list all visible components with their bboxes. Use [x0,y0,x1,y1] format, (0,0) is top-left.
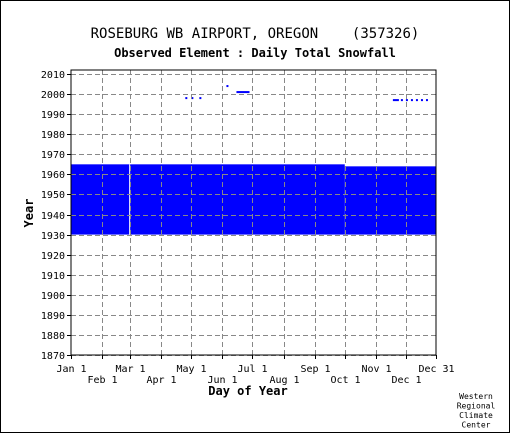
credit-line: Regional [457,402,496,411]
observed-mark [400,99,403,102]
x-tick-label: Aug 1 [269,375,299,386]
observed-mark [226,85,229,88]
y-tick-label: 1940 [41,211,65,222]
y-tick-label: 1980 [41,130,65,141]
y-tick-label: 1930 [41,231,65,242]
y-tick-label: 2000 [41,90,65,101]
y-tick-label: 2010 [41,70,65,81]
chart-subtitle: Observed Element : Daily Total Snowfall [114,46,396,60]
observed-mark [415,99,418,102]
missing-data-gap [129,164,131,235]
observed-mark [185,97,188,100]
x-tick-label: Nov 1 [361,364,391,375]
x-tick-label: Apr 1 [146,375,176,386]
y-tick-label: 1880 [41,331,65,342]
observed-mark [420,99,423,102]
observed-mark [425,99,428,102]
y-tick-label: 1890 [41,311,65,322]
x-tick-label: Mar 1 [115,364,145,375]
observed-mark [392,99,399,102]
x-tick-label: Jun 1 [207,375,237,386]
plot-area-border [70,69,437,356]
y-tick-label: 1910 [41,271,65,282]
credit-line: Western [459,392,493,401]
y-tick-label: 1990 [41,110,65,121]
y-tick-label: 1900 [41,291,65,302]
x-tick-label: Dec 31 [418,364,454,375]
observed-block [344,166,436,235]
y-tick-label: 1870 [41,351,65,362]
observed-mark [191,97,194,100]
x-tick-label: Jan 1 [56,364,86,375]
y-tick-label: 1920 [41,251,65,262]
credit-line: Center [462,421,491,430]
observed-mark [405,99,408,102]
y-tick-label: 1950 [41,190,65,201]
observed-mark [410,99,413,102]
observed-mark [236,91,250,94]
x-tick-label: Sep 1 [300,364,330,375]
observed-block [71,164,345,235]
observed-mark [199,97,202,100]
credit-line: Climate [459,411,493,420]
x-axis-label: Day of Year [208,384,287,398]
y-tick-label: 1970 [41,150,65,161]
y-tick-label: 1960 [41,170,65,181]
x-tick-label: May 1 [176,364,206,375]
x-tick-label: Jul 1 [237,364,267,375]
y-axis-label: Year [22,199,36,228]
x-tick-label: Oct 1 [330,375,360,386]
chart-title: ROSEBURG WB AIRPORT, OREGON (357326) [91,26,420,42]
x-tick-label: Dec 1 [391,375,421,386]
x-tick-label: Feb 1 [87,375,117,386]
